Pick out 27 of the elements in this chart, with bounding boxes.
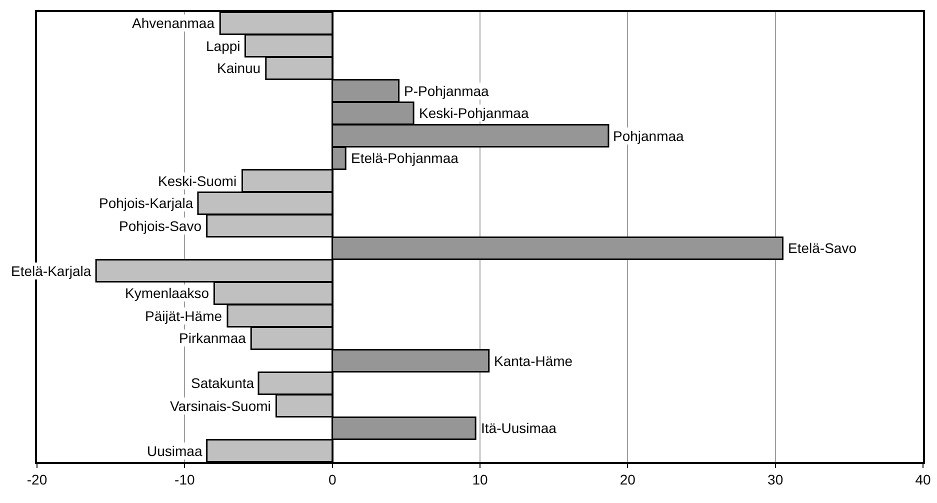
y-tick-label: Pohjois-Karjala bbox=[99, 195, 194, 211]
y-tick-label: P-Pohjanmaa bbox=[404, 83, 490, 99]
x-tick-label: -20 bbox=[26, 472, 48, 488]
x-tick-label: -10 bbox=[174, 472, 195, 488]
y-tick-label: Pohjanmaa bbox=[613, 128, 684, 144]
x-tick-label: 10 bbox=[472, 472, 488, 488]
y-tick-label: Ahvenanmaa bbox=[132, 15, 215, 31]
y-tick-label: Etelä-Karjala bbox=[11, 263, 92, 279]
x-tick-label: 30 bbox=[768, 472, 784, 488]
y-tick-label: Keski-Pohjanmaa bbox=[419, 105, 529, 121]
y-tick-label: Päijät-Häme bbox=[145, 308, 222, 324]
y-tick-label: Kanta-Häme bbox=[494, 353, 573, 369]
y-tick-label: Pirkanmaa bbox=[179, 330, 246, 346]
y-tick-label: Kymenlaakso bbox=[125, 285, 210, 301]
y-tick-label: Etelä-Savo bbox=[788, 240, 857, 256]
y-tick-label: Lappi bbox=[206, 38, 240, 54]
x-tick-label: 40 bbox=[915, 472, 931, 488]
y-tick-label: Uusimaa bbox=[147, 443, 202, 459]
y-tick-label: Satakunta bbox=[191, 375, 254, 391]
y-tick-label: Etelä-Pohjanmaa bbox=[351, 150, 459, 166]
x-tick-label: 0 bbox=[328, 472, 336, 488]
y-tick-label: Itä-Uusimaa bbox=[481, 420, 557, 436]
y-tick-label: Kainuu bbox=[217, 60, 261, 76]
y-tick-label: Pohjois-Savo bbox=[119, 218, 202, 234]
y-tick-label: Keski-Suomi bbox=[158, 173, 237, 189]
y-tick-label: Varsinais-Suomi bbox=[170, 398, 271, 414]
x-tick-label: 20 bbox=[620, 472, 636, 488]
